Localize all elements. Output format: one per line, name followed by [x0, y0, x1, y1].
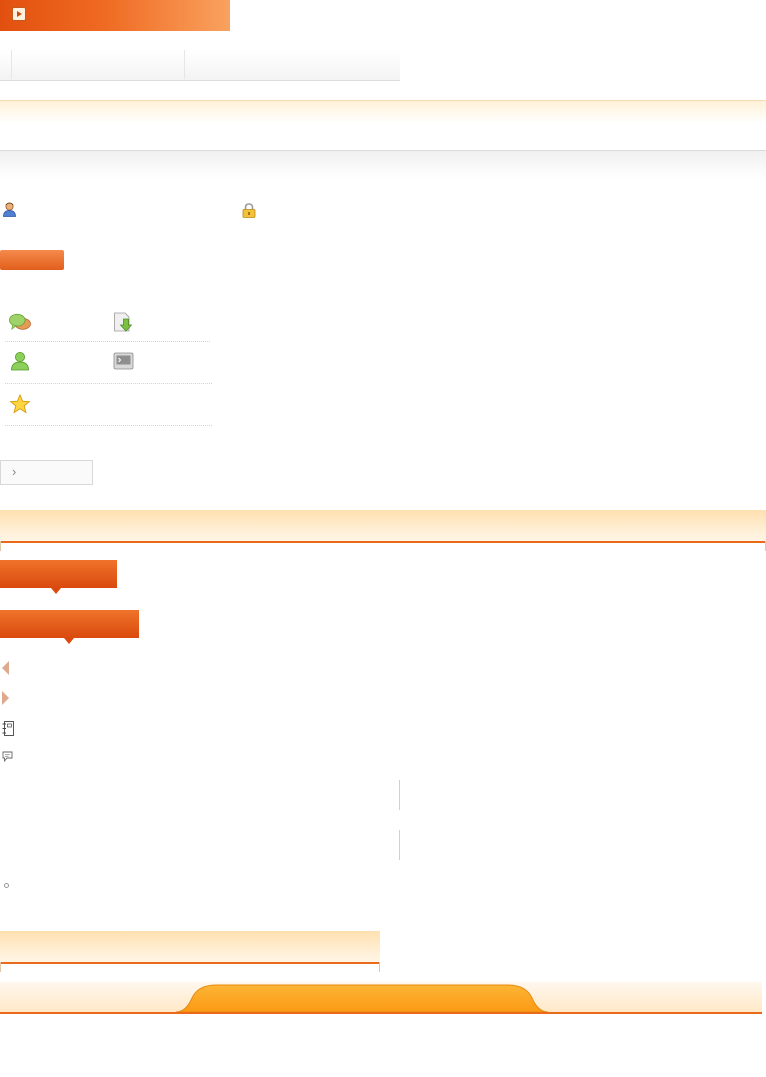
- footer-active-tab[interactable]: [176, 984, 548, 1012]
- column-divider: [399, 780, 400, 810]
- triangle-left-icon[interactable]: [2, 661, 9, 675]
- orange-tab[interactable]: [0, 560, 117, 594]
- comment-icon[interactable]: [2, 751, 13, 762]
- friends-icon[interactable]: [9, 351, 31, 371]
- tab-1[interactable]: [12, 50, 184, 79]
- tab-strip: [0, 50, 400, 81]
- orange-button[interactable]: [0, 250, 64, 270]
- chat-bubbles-icon[interactable]: [9, 312, 31, 332]
- tab-2[interactable]: [185, 50, 399, 79]
- grid-divider: [5, 341, 210, 342]
- lock-icon[interactable]: [242, 203, 256, 218]
- star-icon[interactable]: [9, 394, 31, 414]
- user-icon[interactable]: [3, 202, 16, 217]
- play-icon[interactable]: [12, 7, 26, 21]
- gray-band: [0, 150, 766, 181]
- orange-tab[interactable]: [0, 610, 139, 644]
- tab-separator: [11, 50, 12, 79]
- top-banner: [0, 0, 230, 31]
- more-button[interactable]: ›: [0, 460, 93, 485]
- grid-divider: [5, 383, 212, 384]
- section-header: [0, 510, 766, 551]
- notebook-icon[interactable]: [2, 721, 14, 736]
- notice-band: [0, 100, 766, 123]
- grid-divider: [5, 425, 212, 426]
- terminal-icon[interactable]: [113, 351, 135, 371]
- section-header: [0, 931, 380, 972]
- tab-separator: [184, 50, 185, 79]
- quick-links-grid: [0, 300, 215, 430]
- triangle-right-icon[interactable]: [2, 691, 9, 705]
- download-icon[interactable]: [113, 312, 135, 332]
- column-divider: [399, 830, 400, 860]
- bullet-dot: [4, 883, 9, 888]
- chevron-right-icon: ›: [12, 464, 17, 479]
